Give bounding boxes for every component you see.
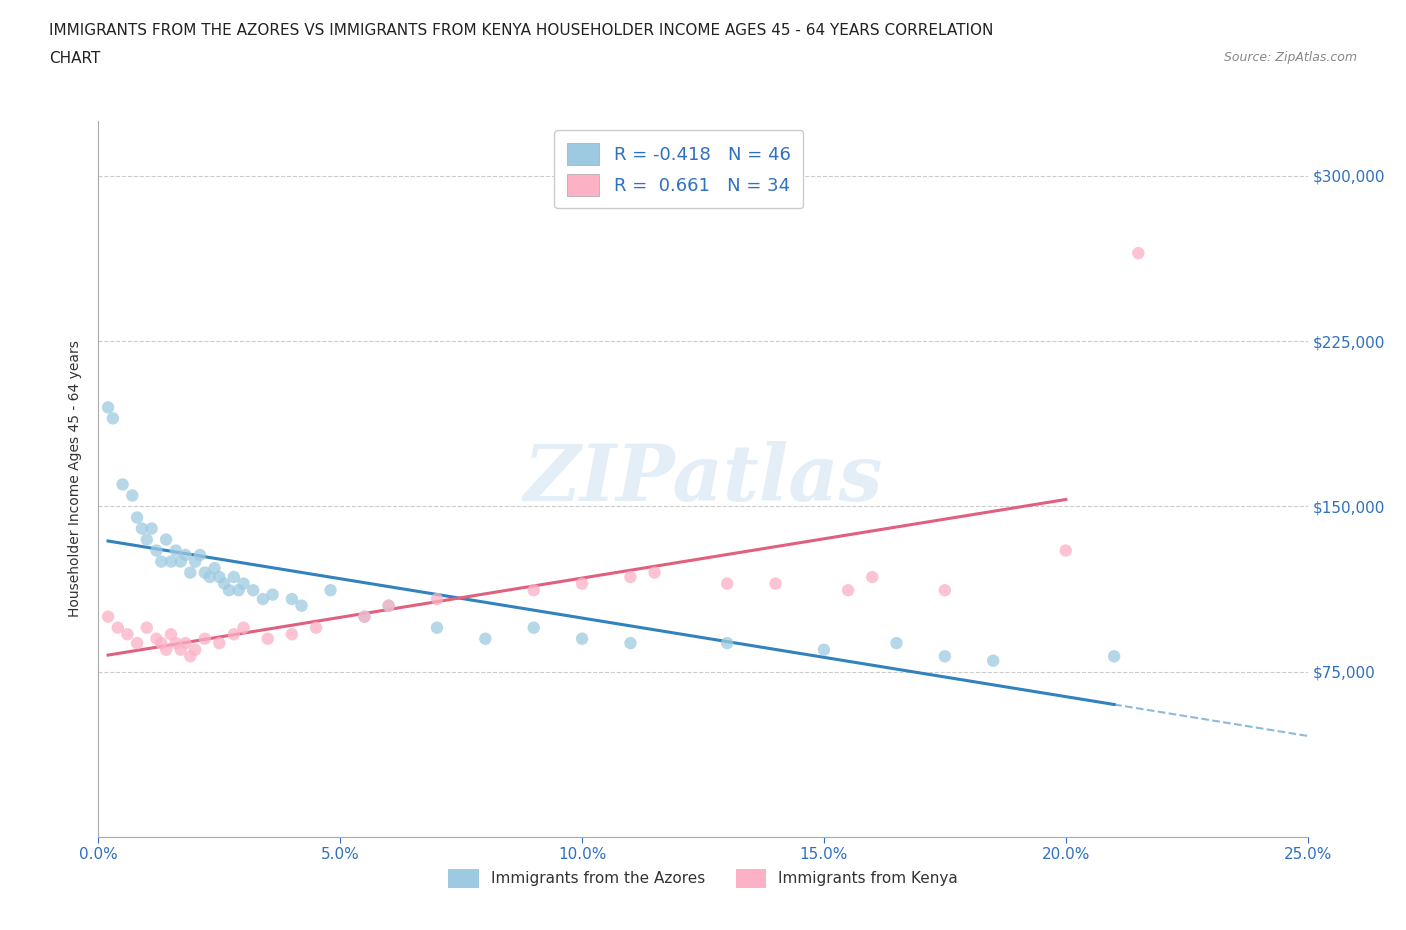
Point (121, 488, 143, 503)
Point (860, 569, 883, 584)
Point (232, 620, 254, 635)
Text: IMMIGRANTS FROM THE AZORES VS IMMIGRANTS FROM KENYA HOUSEHOLDER INCOME AGES 45 -: IMMIGRANTS FROM THE AZORES VS IMMIGRANTS… (49, 23, 994, 38)
Point (981, 653, 1004, 668)
Point (1102, 649, 1125, 664)
Point (184, 643, 207, 658)
Point (188, 548, 211, 563)
Point (644, 565, 666, 580)
Point (837, 583, 859, 598)
Text: Source: ZipAtlas.com: Source: ZipAtlas.com (1223, 51, 1357, 64)
Point (474, 631, 496, 646)
Point (145, 543, 167, 558)
Point (179, 565, 201, 580)
Point (208, 636, 231, 651)
Point (1128, 246, 1150, 260)
Legend: Immigrants from the Azores, Immigrants from Kenya: Immigrants from the Azores, Immigrants f… (441, 863, 965, 894)
Point (619, 636, 641, 651)
Point (97, 609, 120, 624)
Point (242, 583, 264, 598)
Point (107, 620, 129, 635)
Point (222, 569, 245, 584)
Point (319, 583, 342, 598)
Point (150, 554, 173, 569)
Point (290, 598, 312, 613)
Point (426, 591, 449, 606)
Point (131, 521, 153, 536)
Y-axis label: Householder Income Ages 45 - 64 years: Householder Income Ages 45 - 64 years (69, 340, 83, 618)
Point (127, 510, 149, 525)
Point (571, 631, 593, 646)
Point (212, 577, 235, 591)
Text: ZIPatlas: ZIPatlas (523, 441, 883, 517)
Point (222, 627, 245, 642)
Point (160, 627, 183, 642)
Point (198, 569, 221, 584)
Point (101, 411, 124, 426)
Point (353, 609, 375, 624)
Point (571, 577, 593, 591)
Point (305, 620, 328, 635)
Point (218, 583, 240, 598)
Point (208, 569, 231, 584)
Point (426, 620, 449, 635)
Point (194, 631, 217, 646)
Point (228, 583, 250, 598)
Point (150, 636, 173, 651)
Point (262, 587, 284, 602)
Point (523, 583, 546, 598)
Point (934, 583, 956, 598)
Point (194, 565, 217, 580)
Point (97, 400, 120, 415)
Point (155, 532, 177, 547)
Point (117, 627, 139, 642)
Point (165, 636, 187, 651)
Point (813, 643, 835, 658)
Point (204, 561, 226, 576)
Point (184, 554, 207, 569)
Point (934, 649, 956, 664)
Point (179, 649, 201, 664)
Point (377, 598, 399, 613)
Point (281, 627, 304, 642)
Point (141, 521, 163, 536)
Point (160, 554, 183, 569)
Point (523, 620, 546, 635)
Point (716, 577, 738, 591)
Point (169, 554, 191, 569)
Point (1054, 543, 1077, 558)
Point (281, 591, 304, 606)
Point (886, 636, 908, 651)
Point (765, 577, 787, 591)
Point (353, 609, 375, 624)
Point (232, 577, 254, 591)
Point (716, 636, 738, 651)
Point (135, 532, 157, 547)
Point (252, 591, 274, 606)
Point (127, 636, 149, 651)
Point (256, 631, 278, 646)
Point (174, 548, 197, 563)
Point (111, 477, 134, 492)
Point (174, 636, 197, 651)
Point (145, 631, 167, 646)
Text: CHART: CHART (49, 51, 101, 66)
Point (619, 569, 641, 584)
Point (377, 598, 399, 613)
Point (169, 643, 191, 658)
Point (135, 620, 157, 635)
Point (155, 643, 177, 658)
Point (165, 543, 187, 558)
